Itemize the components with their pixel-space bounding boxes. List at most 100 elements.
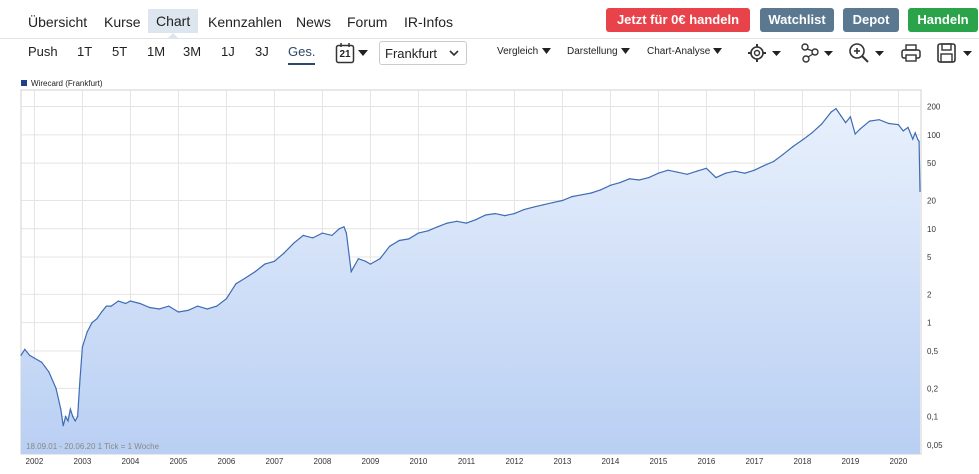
data-point	[513, 213, 516, 215]
menu-vergleich[interactable]: Vergleich	[497, 46, 539, 57]
save-icon[interactable]	[936, 42, 976, 64]
data-point	[345, 232, 347, 234]
data-point	[65, 416, 67, 418]
data-point	[869, 120, 871, 122]
exchange-select[interactable]: Frankfurt	[379, 41, 467, 65]
data-point	[24, 348, 26, 350]
period-3j[interactable]: 3J	[255, 44, 269, 59]
calendar-caret-icon[interactable]	[358, 50, 368, 57]
y-tick-label: 50	[927, 159, 936, 168]
period-push[interactable]: Push	[28, 44, 58, 59]
period-ges[interactable]: Ges.	[288, 44, 316, 65]
data-point	[343, 226, 345, 228]
tab-forum[interactable]: Forum	[347, 14, 388, 30]
trade-button[interactable]: Jetzt für 0€ handeln	[606, 8, 750, 32]
data-point	[48, 371, 50, 373]
vergleich-caret-icon[interactable]	[542, 48, 551, 54]
y-tick-label: 1	[927, 319, 932, 328]
handeln-button[interactable]: Handeln	[908, 8, 978, 32]
data-points	[20, 108, 921, 427]
x-tick-label: 2004	[122, 457, 140, 466]
x-tick-label: 2006	[218, 457, 236, 466]
tab-news[interactable]: News	[296, 14, 332, 30]
tab-kurse[interactable]: Kurse	[104, 14, 141, 30]
period-1j[interactable]: 1J	[221, 44, 235, 59]
data-point	[821, 123, 823, 125]
data-point	[125, 302, 127, 305]
y-tick-label: 200	[927, 103, 941, 112]
menu-chart-analyse[interactable]: Chart-Analyse	[647, 46, 711, 57]
data-point	[417, 232, 419, 234]
data-point	[677, 171, 679, 173]
watchlist-button[interactable]: Watchlist	[760, 8, 834, 32]
settings-icon[interactable]	[747, 42, 783, 64]
data-point	[907, 126, 909, 128]
data-point	[129, 300, 131, 302]
data-point	[350, 271, 352, 273]
x-tick-label: 2013	[554, 457, 572, 466]
data-point	[552, 202, 554, 204]
data-point	[55, 387, 57, 389]
data-point	[20, 354, 22, 356]
data-point	[902, 130, 904, 132]
indicator-icon[interactable]	[800, 42, 836, 64]
x-axis: 2002 2003 2004 2005 2006 2007 2008 2009 2010 2011…	[26, 457, 908, 466]
data-point	[801, 139, 804, 141]
print-icon[interactable]	[900, 42, 922, 64]
data-point	[561, 199, 564, 202]
x-tick-label: 2015	[650, 457, 668, 466]
y-axis: 0,05 0,1 0,2 0,5 1 2 5 10 20 50 100 200	[927, 103, 943, 450]
tab-kennzahlen[interactable]: Kennzahlen	[208, 14, 282, 30]
depot-button[interactable]: Depot	[843, 8, 899, 32]
data-point	[60, 408, 62, 410]
chart-analyse-caret-icon[interactable]	[713, 48, 722, 54]
data-point	[101, 311, 103, 313]
x-tick-label: 2009	[362, 457, 380, 466]
data-point	[321, 232, 323, 234]
tab-ir-infos[interactable]: IR-Infos	[404, 14, 454, 30]
x-tick-label: 2003	[74, 457, 92, 466]
x-tick-label: 2019	[842, 457, 860, 466]
data-point	[96, 318, 98, 320]
data-point	[705, 167, 708, 169]
x-tick-label: 2008	[314, 457, 332, 466]
calendar-icon[interactable]: 21	[335, 42, 355, 64]
data-point	[117, 300, 119, 302]
y-tick-label: 0,1	[927, 413, 939, 422]
data-point	[657, 172, 660, 174]
period-1t[interactable]: 1T	[77, 44, 93, 59]
data-point	[782, 153, 784, 155]
y-tick-label: 10	[927, 225, 936, 234]
chart-toolbar: Push 1T 5T 1M 3M 1J 3J Ges. 21 Vergleich…	[0, 38, 979, 72]
period-5t[interactable]: 5T	[112, 44, 128, 59]
y-tick-label: 100	[927, 131, 941, 140]
period-3m[interactable]: 3M	[183, 44, 202, 59]
x-tick-label: 2016	[698, 457, 716, 466]
data-point	[914, 132, 916, 134]
data-point	[235, 283, 237, 285]
y-tick-label: 0,5	[927, 347, 939, 356]
tab-chart[interactable]: Chart	[148, 9, 199, 33]
data-point	[149, 306, 151, 309]
data-point	[523, 209, 525, 211]
data-point	[465, 222, 467, 224]
data-point	[619, 182, 621, 184]
zoom-icon[interactable]	[848, 42, 886, 64]
data-point	[357, 258, 359, 260]
period-1m[interactable]: 1M	[147, 44, 166, 59]
data-point	[878, 119, 880, 121]
y-tick-label: 0,05	[927, 441, 943, 450]
data-point	[254, 271, 256, 273]
tab-uebersicht[interactable]: Übersicht	[28, 14, 88, 30]
data-point	[77, 416, 79, 418]
data-point	[427, 230, 429, 232]
legend-swatch	[21, 80, 27, 86]
data-point	[919, 190, 921, 192]
data-point	[389, 245, 391, 247]
data-point	[74, 420, 76, 422]
data-point	[533, 206, 535, 208]
y-tick-label: 0,2	[927, 384, 939, 393]
darstellung-caret-icon[interactable]	[621, 48, 630, 54]
menu-darstellung[interactable]: Darstellung	[567, 46, 618, 57]
